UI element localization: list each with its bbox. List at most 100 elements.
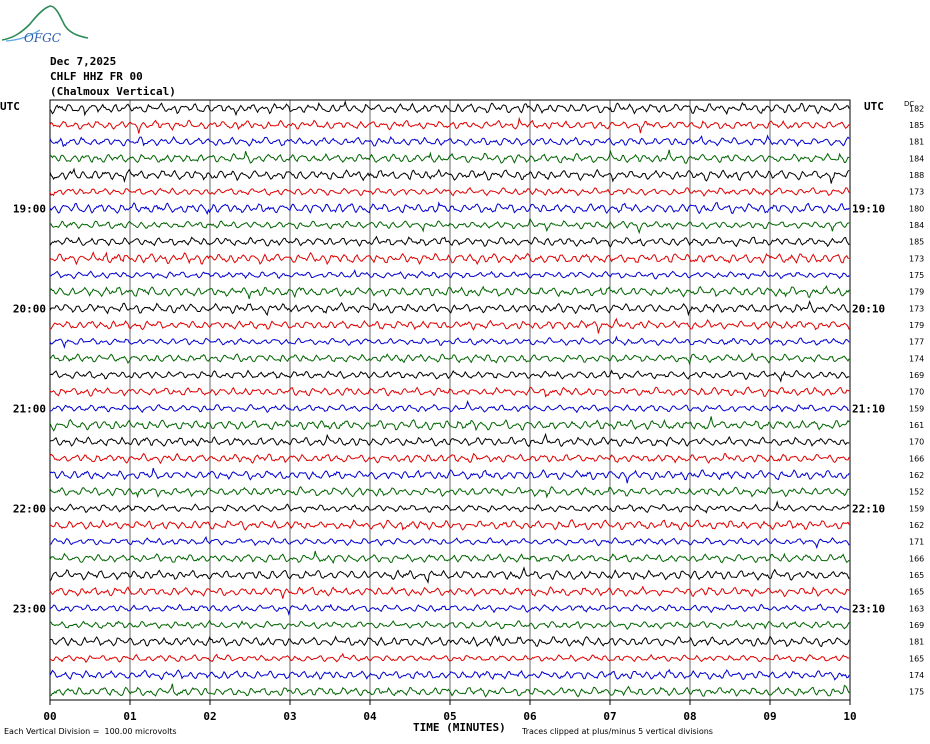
dc-offset-label: 165 bbox=[909, 588, 924, 597]
seismic-trace-line bbox=[49, 100, 850, 117]
seismic-trace-line bbox=[49, 683, 850, 698]
seismic-trace-line bbox=[49, 518, 850, 531]
dc-offset-label: 179 bbox=[909, 321, 924, 330]
seismic-trace-line bbox=[49, 416, 850, 432]
right-time-label: 20:10 bbox=[852, 302, 885, 315]
seismic-trace-line bbox=[49, 452, 850, 465]
clip-note: Traces clipped at plus/minus 5 vertical … bbox=[522, 727, 713, 736]
x-tick-label: 09 bbox=[763, 710, 776, 723]
dc-offset-label: 169 bbox=[909, 371, 924, 380]
x-tick-label: 05 bbox=[443, 710, 456, 723]
seismic-trace-line bbox=[49, 467, 850, 484]
seismic-trace-line bbox=[49, 284, 850, 300]
grid bbox=[49, 99, 851, 705]
dc-offset-label: 171 bbox=[909, 538, 924, 547]
dc-offset-label: 165 bbox=[909, 654, 924, 663]
left-time-label: 19:00 bbox=[13, 202, 46, 215]
dc-offset-label: 170 bbox=[909, 388, 924, 397]
dc-offset-label: 170 bbox=[909, 438, 924, 447]
seismic-trace-line bbox=[49, 300, 850, 317]
dc-offset-label: 184 bbox=[909, 221, 924, 230]
x-tick-label: 06 bbox=[523, 710, 537, 723]
x-tick-label: 01 bbox=[123, 710, 137, 723]
dc-offset-label: 185 bbox=[909, 238, 924, 247]
dc-offset-label: 161 bbox=[909, 421, 924, 430]
left-utc-label: UTC bbox=[0, 100, 20, 113]
dc-offset-label: 181 bbox=[909, 638, 924, 647]
seismic-trace-line bbox=[49, 536, 850, 550]
location-label: (Chalmoux Vertical) bbox=[50, 85, 176, 98]
dc-offset-label: 175 bbox=[909, 688, 924, 697]
seismic-trace-line bbox=[49, 619, 850, 631]
seismic-trace-line bbox=[49, 352, 850, 366]
dc-offset-label: 166 bbox=[909, 554, 924, 563]
dc-offset-label: 175 bbox=[909, 271, 924, 280]
right-time-label: 22:10 bbox=[852, 502, 885, 515]
seismic-trace-line bbox=[49, 201, 850, 216]
dc-offset-label: 173 bbox=[909, 188, 924, 197]
x-tick-label: 08 bbox=[683, 710, 696, 723]
scale-note: Each Vertical Division = 100.00 microvol… bbox=[4, 727, 177, 736]
dc-offset-label: 180 bbox=[909, 204, 924, 213]
seismic-trace-line bbox=[49, 335, 850, 349]
left-time-label: 21:00 bbox=[13, 402, 46, 415]
x-axis-title: TIME (MINUTES) bbox=[413, 721, 506, 734]
date-label: Dec 7,2025 bbox=[50, 55, 117, 68]
dc-offset-label: 173 bbox=[909, 304, 924, 313]
seismic-trace-line bbox=[49, 149, 850, 165]
x-tick-label: 00 bbox=[43, 710, 56, 723]
left-time-label: 23:00 bbox=[13, 602, 46, 615]
seismic-trace-line bbox=[49, 399, 850, 414]
x-tick-label: 10 bbox=[843, 710, 856, 723]
seismic-trace-line bbox=[49, 217, 850, 235]
right-utc-label: UTC bbox=[864, 100, 884, 113]
ofgc-logo: OFGC bbox=[1, 5, 89, 44]
dc-offset-label: 184 bbox=[909, 154, 924, 163]
dc-offset-label: 173 bbox=[909, 254, 924, 263]
dc-label: DC bbox=[904, 100, 914, 108]
dc-offset-label: 188 bbox=[909, 171, 924, 180]
seismic-trace-line bbox=[49, 500, 850, 514]
x-tick-label: 03 bbox=[283, 710, 296, 723]
seismic-trace-line bbox=[49, 134, 850, 148]
x-tick-label: 02 bbox=[203, 710, 216, 723]
dc-offset-label: 174 bbox=[909, 354, 924, 363]
right-time-label: 19:10 bbox=[852, 202, 885, 215]
dc-offset-label: 169 bbox=[909, 621, 924, 630]
dc-offset-label: 162 bbox=[909, 471, 924, 480]
dc-offset-label: 185 bbox=[909, 121, 924, 130]
dc-offset-label: 177 bbox=[909, 338, 924, 347]
seismic-trace-line bbox=[49, 269, 850, 280]
dc-offset-label: 152 bbox=[909, 488, 924, 497]
dc-offset-label: 163 bbox=[909, 604, 924, 613]
dc-offset-label: 159 bbox=[909, 504, 924, 513]
seismic-trace-line bbox=[49, 635, 850, 648]
seismic-trace-line bbox=[49, 167, 850, 184]
dc-offset-label: 182 bbox=[909, 104, 924, 113]
seismic-trace-line bbox=[49, 317, 850, 334]
seismic-trace-line bbox=[49, 386, 850, 398]
right-time-label: 21:10 bbox=[852, 402, 885, 415]
dc-offset-label: 165 bbox=[909, 571, 924, 580]
dc-offset-label: 162 bbox=[909, 521, 924, 530]
station-label: CHLF HHZ FR 00 bbox=[50, 70, 143, 83]
seismic-trace-line bbox=[49, 652, 850, 664]
dc-offset-label: 181 bbox=[909, 138, 924, 147]
dc-offset-label: 174 bbox=[909, 671, 924, 680]
dc-offset-label: 179 bbox=[909, 288, 924, 297]
seismic-trace-line bbox=[49, 235, 850, 248]
seismic-trace-line bbox=[49, 585, 850, 599]
seismic-trace-line bbox=[49, 251, 850, 266]
labels: 00 01 02 03 04 05 06 07 08 09 10 182 185 181 184 188 173… bbox=[13, 104, 924, 723]
seismic-trace-line bbox=[49, 187, 850, 197]
seismic-trace-line bbox=[49, 432, 850, 448]
seismic-trace-line bbox=[49, 369, 850, 383]
seismic-trace-line bbox=[49, 116, 850, 134]
seismic-trace-line bbox=[49, 603, 850, 616]
traces bbox=[49, 100, 850, 698]
seismic-trace-line bbox=[49, 485, 850, 499]
left-time-label: 22:00 bbox=[13, 502, 46, 515]
logo-text: OFGC bbox=[24, 31, 61, 44]
